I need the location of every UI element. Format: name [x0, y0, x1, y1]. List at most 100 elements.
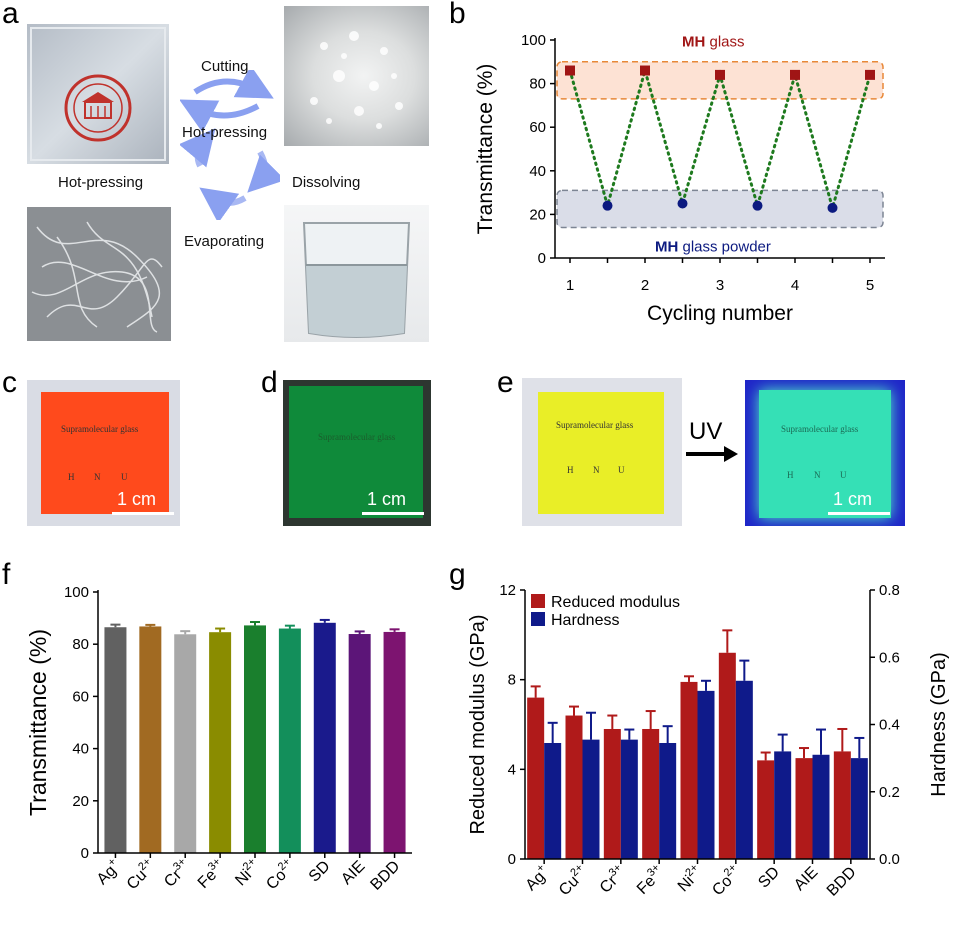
step-cutting: Cutting [201, 58, 249, 75]
powder-band-label-bold: MH [655, 238, 678, 255]
x-tick-label: 2 [641, 277, 649, 294]
powder-point [602, 200, 613, 211]
scale-bar-c [112, 512, 174, 515]
bar [565, 715, 583, 859]
y-tick-label: 0 [538, 250, 546, 267]
y-tick-label: 0 [81, 845, 89, 862]
powder-point [677, 198, 688, 209]
right-arrow-icon [686, 446, 738, 462]
y-axis-label: Transmittance (%) [474, 64, 497, 235]
glass-point [790, 69, 800, 80]
bar [812, 754, 830, 859]
x-tick-label: 1 [566, 277, 574, 294]
orange-glass-sheet [41, 392, 169, 514]
glass-h-uv: H [787, 470, 794, 480]
x-tick-label: Ag+ [92, 856, 125, 889]
powder-band-label-text: glass powder [678, 238, 771, 255]
scale-label-uv: 1 cm [833, 489, 873, 509]
y-tick-label: 60 [529, 119, 546, 136]
x-tick-label: Cu2+ [554, 862, 591, 899]
bar [383, 631, 406, 853]
university-emblem [30, 27, 166, 161]
step-dissolving: Dissolving [292, 174, 361, 191]
x-tick-label: Ag+ [520, 862, 553, 895]
bar [642, 728, 660, 859]
x-tick-label: AIE [791, 864, 821, 894]
legend-swatch [531, 594, 545, 608]
bar [278, 628, 301, 853]
x-tick-label: Fe3+ [632, 862, 668, 898]
bar [104, 627, 127, 853]
panel-label-g: g [449, 558, 466, 591]
glass-u-c: U [121, 472, 128, 482]
y-axis-label: Reduced modulus (GPa) [467, 614, 489, 834]
glass-title-d: Supramolecular glass [318, 432, 396, 442]
x-tick-label: BDD [367, 858, 403, 894]
powder-point [827, 202, 838, 213]
glass-title-c: Supramolecular glass [61, 424, 139, 434]
orange-glass-photo [27, 380, 180, 526]
glass-point [865, 69, 875, 80]
bar [139, 626, 162, 853]
step-hot-pressing-top: Hot-pressing [182, 124, 268, 141]
panel-label-c: c [2, 366, 17, 399]
x-tick-label: Ni2+ [673, 862, 707, 896]
bar [313, 622, 336, 853]
bar [527, 697, 545, 859]
bar [735, 680, 753, 859]
uv-glass-photo [745, 380, 905, 526]
glass-n-c: N [94, 472, 101, 482]
y-tick-label: 8 [508, 672, 516, 689]
glass-band-label-bold: MH [682, 34, 705, 51]
x-tick-label: 4 [791, 277, 799, 294]
panel-label-f: f [2, 558, 11, 591]
x-tick-label: 3 [716, 277, 724, 294]
x-tick-label: Co2+ [707, 862, 744, 899]
bar [659, 742, 677, 859]
glass-band-label: MH glass [682, 34, 745, 51]
legend-swatch [531, 612, 545, 626]
step-evaporating: Evaporating [184, 233, 265, 250]
beaker-photo [284, 205, 429, 342]
bar [603, 728, 621, 859]
glass-n-uv: N [814, 470, 821, 480]
bar [680, 681, 698, 859]
x-tick-label: SD [755, 864, 783, 892]
bar [795, 758, 813, 859]
bar [209, 632, 232, 853]
bar [833, 751, 851, 859]
powder-band-label: MH glass powder [655, 238, 771, 255]
y2-tick-label: 0.8 [879, 582, 900, 599]
bar [718, 652, 736, 859]
x-tick-label: Cu2+ [122, 856, 159, 893]
y-tick-label: 80 [529, 76, 546, 93]
x-tick-label: Cr3+ [159, 856, 194, 891]
crushed-glass-texture [310, 31, 403, 129]
bar [850, 758, 868, 859]
recycle-arrows-icon [180, 70, 280, 220]
chart-g: Ag+Cu2+Cr3+Fe3+Ni2+Co2+ SD AIE BDD 0 4 8 12 0.0 0… [467, 582, 950, 900]
glass-band-label-text: glass [705, 34, 744, 51]
glass-point [565, 65, 575, 76]
uv-label: UV [689, 418, 723, 445]
x-tick-label-base: SD [755, 864, 783, 892]
yellow-glass-photo [522, 378, 682, 526]
glass-n-e: N [593, 465, 600, 475]
bar [582, 739, 600, 859]
y2-axis-label: Hardness (GPa) [928, 652, 950, 797]
glass-sheet-photo [27, 24, 169, 164]
x-tick-label: SD [306, 858, 334, 886]
panel-label-d: d [261, 366, 278, 399]
x-tick-label-base: AIE [791, 864, 821, 894]
y-tick-label: 80 [72, 636, 89, 653]
x-tick-label: Co2+ [261, 856, 298, 893]
legend-label: Reduced modulus [551, 594, 680, 611]
bar [544, 742, 562, 859]
glass-strands-texture [31, 221, 163, 333]
x-tick-label-base: AIE [338, 858, 368, 888]
y2-tick-label: 0.4 [879, 717, 900, 734]
uv-glass-sheet [759, 390, 891, 518]
bar [620, 739, 638, 859]
y-tick-label: 100 [64, 584, 89, 601]
